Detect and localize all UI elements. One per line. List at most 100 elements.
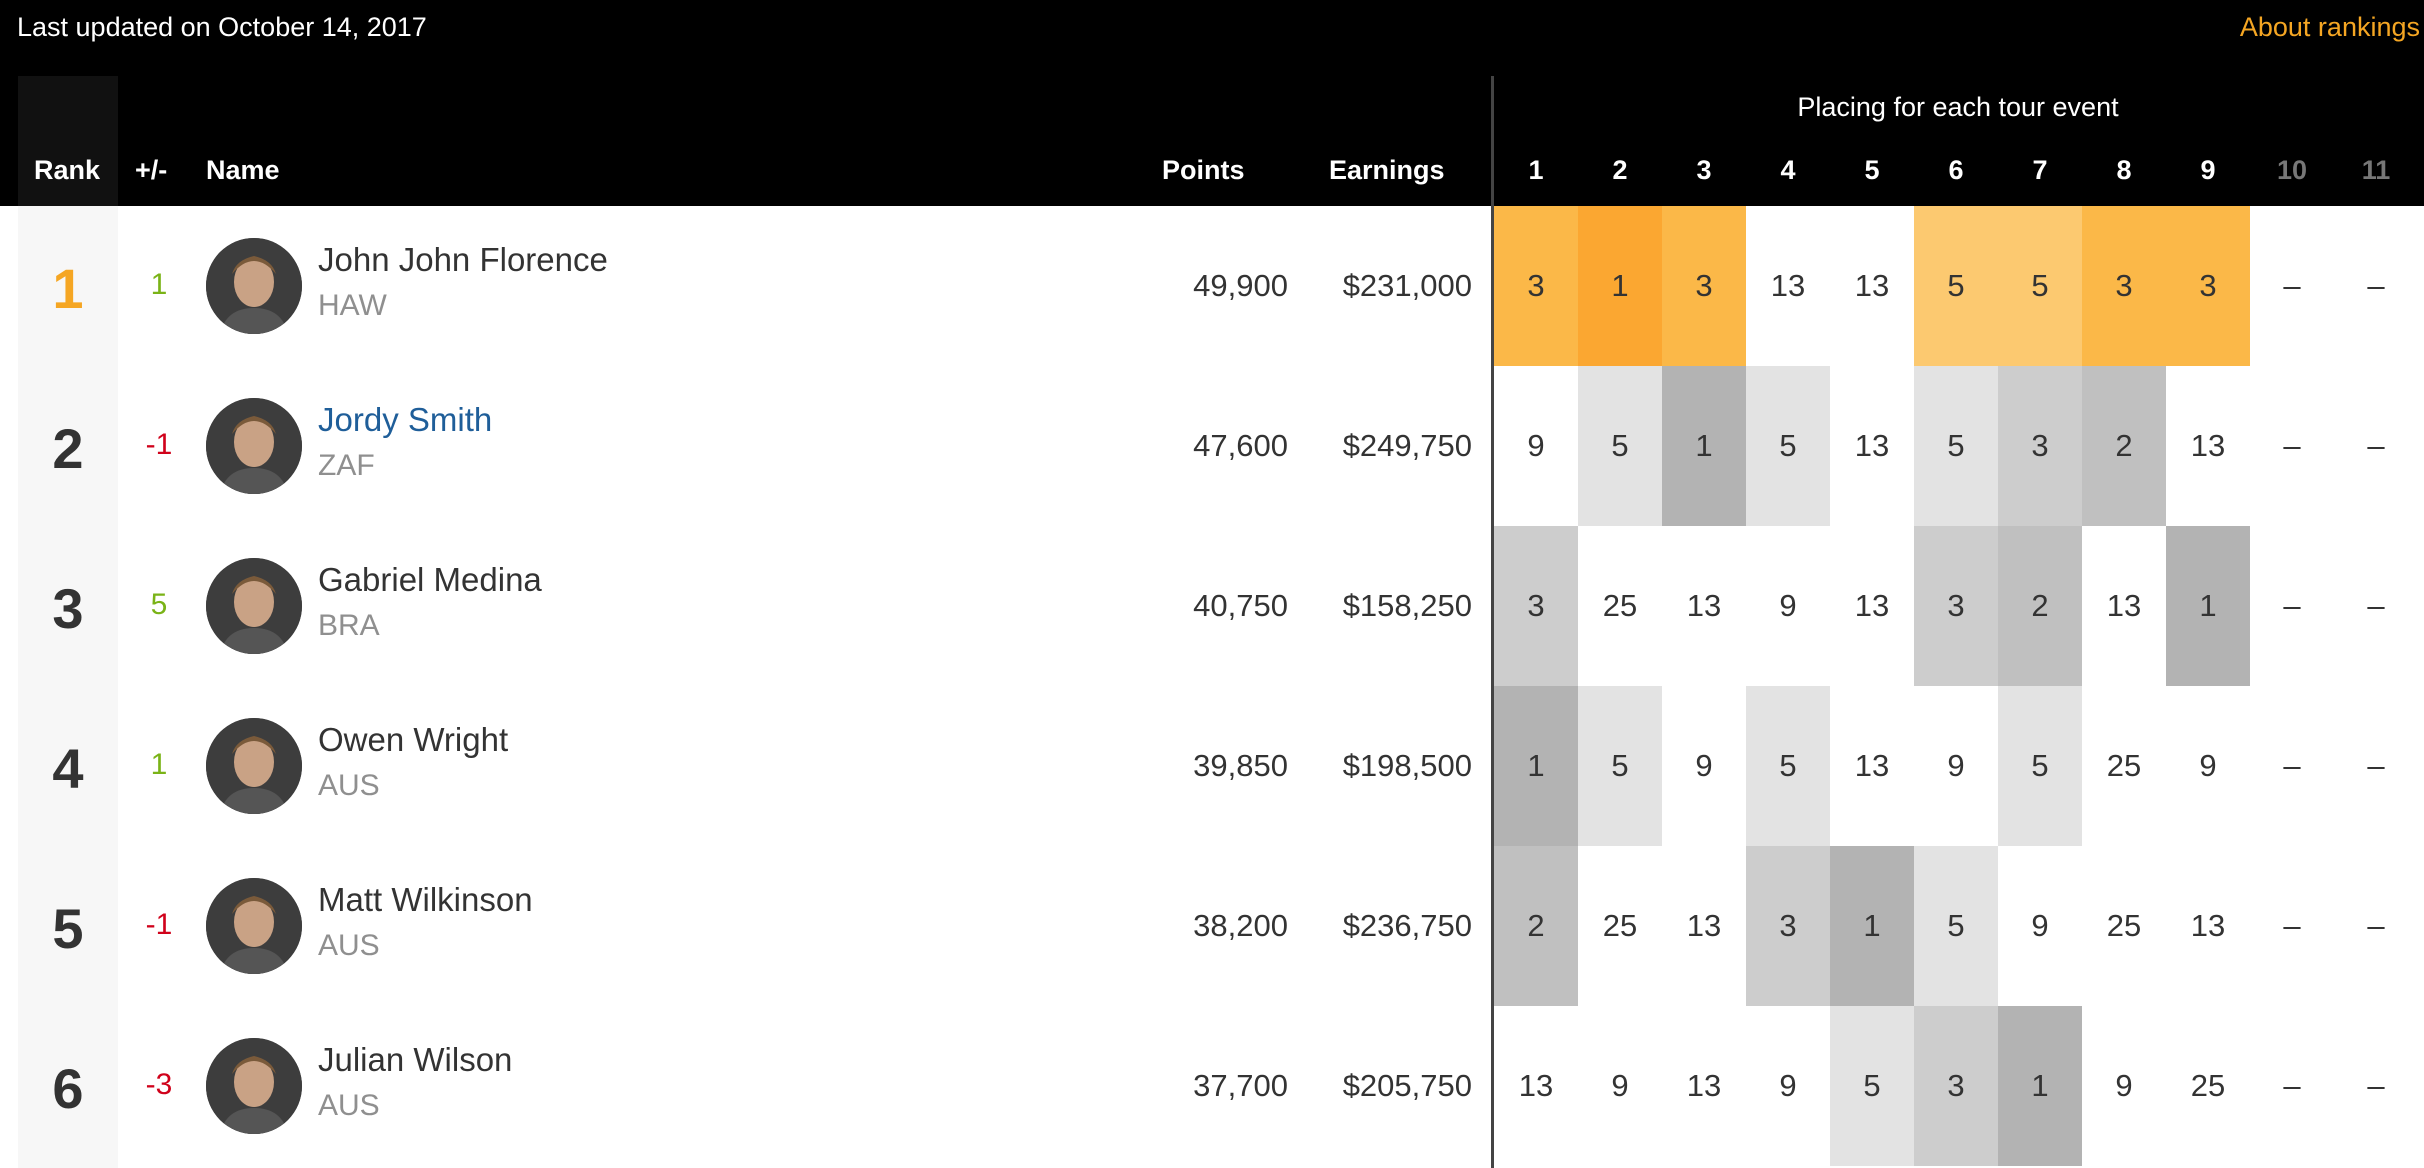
rank-header[interactable]: Rank	[34, 155, 101, 185]
event-placing-cell[interactable]: 13	[2190, 428, 2226, 463]
event-placing-cell[interactable]: 25	[2106, 908, 2142, 943]
event-placing-cell[interactable]: 5	[1578, 366, 1662, 526]
event-placing-cell[interactable]: 9	[2199, 748, 2217, 783]
event-header-11[interactable]: 11	[2361, 155, 2391, 185]
event-placing-cell[interactable]: 3	[2082, 206, 2166, 366]
event-placing-cell[interactable]: 5	[1830, 1006, 1914, 1166]
surfer-name[interactable]: Gabriel Medina	[318, 561, 542, 598]
event-placing-cell[interactable]: 3	[1914, 1006, 1998, 1166]
event-placing-cell[interactable]: 13	[1686, 1068, 1722, 1103]
event-placing-cell[interactable]: 3	[1998, 366, 2082, 526]
surfer-avatar[interactable]	[206, 878, 302, 974]
event-placing-cell[interactable]: 3	[1662, 206, 1746, 366]
event-header-10[interactable]: 10	[2276, 155, 2308, 185]
event-header-1[interactable]: 1	[1528, 155, 1544, 185]
event-placing-cell[interactable]: 1	[1494, 686, 1578, 846]
about-rankings-link[interactable]: About rankings	[2239, 12, 2420, 42]
event-placing-cell[interactable]: 9	[1947, 748, 1965, 783]
event-placing-cell[interactable]: –	[2367, 908, 2385, 943]
event-placing-cell[interactable]: –	[2283, 1068, 2301, 1103]
event-header-7[interactable]: 7	[2032, 155, 2048, 185]
event-placing-cell[interactable]: 1	[2166, 526, 2250, 686]
earnings-header[interactable]: Earnings	[1329, 155, 1445, 185]
ranking-row[interactable]: 5 -1 Matt Wilkinson AUS 38,200 $236,750 2 25 13 3…	[0, 846, 2424, 1006]
surfer-avatar[interactable]	[206, 718, 302, 814]
event-placing-cell[interactable]: 9	[1779, 1068, 1797, 1103]
event-placing-cell[interactable]: 13	[1854, 268, 1890, 303]
event-placing-cell[interactable]: 25	[1602, 908, 1638, 943]
event-placing-cell[interactable]: –	[2283, 588, 2301, 623]
event-placing-cell[interactable]: –	[2367, 1068, 2385, 1103]
event-header-4[interactable]: 4	[1780, 155, 1796, 185]
event-placing-cell[interactable]: 2	[2082, 366, 2166, 526]
ranking-row[interactable]: 2 -1 Jordy Smith ZAF 47,600 $249,750 9 5 1 5 13 5 3 2…	[0, 366, 2424, 526]
event-placing-cell[interactable]: 25	[2106, 748, 2142, 783]
event-placing-cell[interactable]: 3	[1494, 206, 1578, 366]
event-placing-cell[interactable]: 3	[2166, 206, 2250, 366]
event-placing-cell[interactable]: 13	[1686, 588, 1722, 623]
event-placing-cell[interactable]: 5	[1578, 686, 1662, 846]
event-placing-cell[interactable]: 13	[1854, 748, 1890, 783]
event-placing-cell[interactable]: 2	[1998, 526, 2082, 686]
event-placing-cell[interactable]: 1	[1578, 206, 1662, 366]
ranking-row[interactable]: 1 1 John John Florence HAW 49,900 $231,000 3 1 3…	[0, 206, 2424, 366]
event-placing-cell[interactable]: 13	[1518, 1068, 1554, 1103]
event-placing-cell[interactable]: –	[2283, 428, 2301, 463]
event-placing-cell[interactable]: –	[2283, 908, 2301, 943]
event-placing-cell[interactable]: 25	[1602, 588, 1638, 623]
event-placing-cell[interactable]: 1	[1998, 1006, 2082, 1166]
event-placing-cell[interactable]: –	[2367, 428, 2385, 463]
event-placing-cell[interactable]: 13	[2190, 908, 2226, 943]
event-placing-cell[interactable]: 5	[1914, 206, 1998, 366]
event-placing-cell[interactable]: 9	[1527, 428, 1545, 463]
event-placing-cell[interactable]: –	[2283, 748, 2301, 783]
surfer-name[interactable]: Owen Wright	[318, 721, 509, 758]
surfer-avatar[interactable]	[206, 238, 302, 334]
ranking-row[interactable]: 3 5 Gabriel Medina BRA 40,750 $158,250 3 25 13 9 1…	[0, 526, 2424, 686]
event-placing-cell[interactable]: 9	[2115, 1068, 2133, 1103]
ranking-row[interactable]: 4 1 Owen Wright AUS 39,850 $198,500 1 5 9 5 13 9 5 25…	[0, 686, 2424, 846]
surfer-avatar[interactable]	[206, 398, 302, 494]
surfer-name[interactable]: Matt Wilkinson	[318, 881, 533, 918]
change-header[interactable]: +/-	[135, 155, 168, 185]
surfer-avatar[interactable]	[206, 1038, 302, 1134]
event-header-3[interactable]: 3	[1696, 155, 1712, 185]
event-placing-cell[interactable]: 3	[1494, 526, 1578, 686]
event-placing-cell[interactable]: 13	[1770, 268, 1806, 303]
event-header-9[interactable]: 9	[2200, 155, 2216, 185]
event-placing-cell[interactable]: 1	[1662, 366, 1746, 526]
event-header-6[interactable]: 6	[1948, 155, 1964, 185]
event-header-5[interactable]: 5	[1864, 155, 1880, 185]
surfer-avatar[interactable]	[206, 558, 302, 654]
surfer-name[interactable]: Jordy Smith	[318, 401, 493, 438]
event-placing-cell[interactable]: 5	[1746, 366, 1830, 526]
ranking-row[interactable]: 6 -3 Julian Wilson AUS 37,700 $205,750 13 9 13 9 5…	[0, 1006, 2424, 1166]
event-placing-cell[interactable]: –	[2283, 268, 2301, 303]
event-placing-cell[interactable]: 9	[2031, 908, 2049, 943]
event-placing-cell[interactable]: 9	[1695, 748, 1713, 783]
event-placing-cell[interactable]: 5	[1998, 686, 2082, 846]
event-placing-cell[interactable]: 3	[1914, 526, 1998, 686]
surfer-name[interactable]: Julian Wilson	[318, 1041, 513, 1078]
points-header[interactable]: Points	[1162, 155, 1245, 185]
event-header-2[interactable]: 2	[1612, 155, 1628, 185]
event-placing-cell[interactable]: 5	[1746, 686, 1830, 846]
event-placing-cell[interactable]: 9	[1779, 588, 1797, 623]
event-placing-cell[interactable]: –	[2367, 588, 2385, 623]
event-placing-cell[interactable]: 3	[1746, 846, 1830, 1006]
event-placing-cell[interactable]: 5	[1914, 366, 1998, 526]
event-placing-cell[interactable]: 25	[2190, 1068, 2226, 1103]
surfer-name[interactable]: John John Florence	[318, 241, 608, 278]
event-placing-cell[interactable]: 5	[1914, 846, 1998, 1006]
event-header-8[interactable]: 8	[2116, 155, 2132, 185]
event-placing-cell[interactable]: 13	[1686, 908, 1722, 943]
event-placing-cell[interactable]: 1	[1830, 846, 1914, 1006]
event-placing-cell[interactable]: –	[2367, 268, 2385, 303]
event-placing-cell[interactable]: 13	[1854, 428, 1890, 463]
event-placing-cell[interactable]: 2	[1494, 846, 1578, 1006]
event-placing-cell[interactable]: –	[2367, 748, 2385, 783]
event-placing-cell[interactable]: 9	[1611, 1068, 1629, 1103]
name-header[interactable]: Name	[206, 155, 280, 185]
event-placing-cell[interactable]: 13	[2106, 588, 2142, 623]
event-placing-cell[interactable]: 13	[1854, 588, 1890, 623]
